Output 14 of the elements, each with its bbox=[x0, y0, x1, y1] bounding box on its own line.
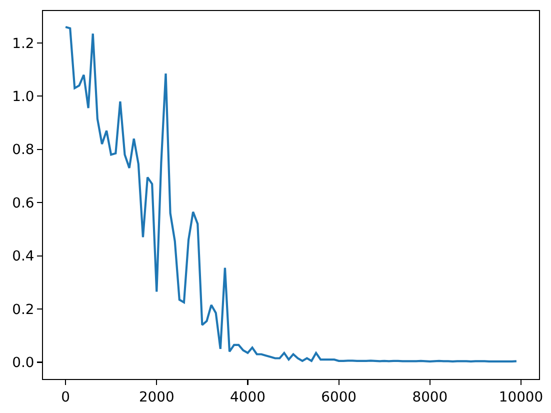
x-tick-label: 6000 bbox=[321, 390, 356, 406]
y-tick-label: 0.6 bbox=[12, 195, 34, 212]
x-tick-label: 2000 bbox=[138, 390, 174, 406]
y-tick-label: 0.4 bbox=[12, 248, 34, 265]
x-tick-label: 0 bbox=[61, 390, 70, 406]
x-tick-label: 8000 bbox=[412, 390, 448, 406]
y-tick-label: 0.8 bbox=[12, 142, 34, 158]
y-tick-label: 0.2 bbox=[12, 302, 34, 318]
x-tick-label: 10000 bbox=[498, 390, 544, 406]
line-series bbox=[64, 26, 518, 362]
y-tick-label: 1.0 bbox=[12, 89, 34, 106]
y-tick-label: 1.2 bbox=[12, 36, 34, 52]
y-tick-label: 0.0 bbox=[12, 355, 34, 372]
x-tick-label: 4000 bbox=[230, 390, 266, 406]
